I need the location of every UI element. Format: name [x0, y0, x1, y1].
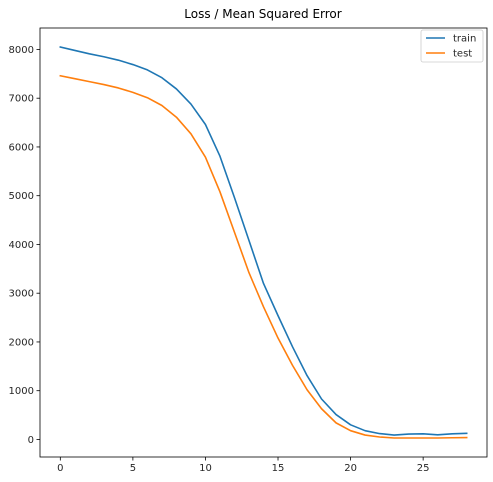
x-tick-label: 20: [344, 463, 357, 474]
x-tick-label: 0: [57, 463, 63, 474]
chart-title: Loss / Mean Squared Error: [184, 7, 341, 21]
x-tick-label: 25: [417, 463, 430, 474]
series-layer: [59, 46, 468, 439]
y-tick-label: 0: [28, 435, 34, 446]
legend-label-test: test: [453, 49, 472, 60]
legend-label-train: train: [453, 34, 476, 45]
plot-background: [40, 28, 487, 457]
y-tick-label: 5000: [9, 191, 34, 202]
plot-area: [40, 28, 487, 457]
y-tick-label: 8000: [9, 45, 34, 56]
y-tick-label: 2000: [9, 337, 34, 348]
x-tick-label: 5: [130, 463, 136, 474]
y-tick-label: 6000: [9, 142, 34, 153]
y-tick-label: 1000: [9, 386, 34, 397]
y-tick-label: 4000: [9, 240, 34, 251]
x-tick-label: 15: [272, 463, 285, 474]
series-line-test: [59, 74, 468, 439]
x-tick-label: 10: [199, 463, 212, 474]
series-line-train: [59, 46, 468, 436]
legend: train test: [420, 29, 484, 63]
axes-layer: 0 5 10 15 20 25 0 1000 2000 3000 4000 5000 6000 7000 8…: [9, 27, 488, 474]
y-tick-label: 7000: [9, 94, 34, 105]
y-tick-label: 3000: [9, 289, 34, 300]
axes-frame: [39, 27, 488, 458]
